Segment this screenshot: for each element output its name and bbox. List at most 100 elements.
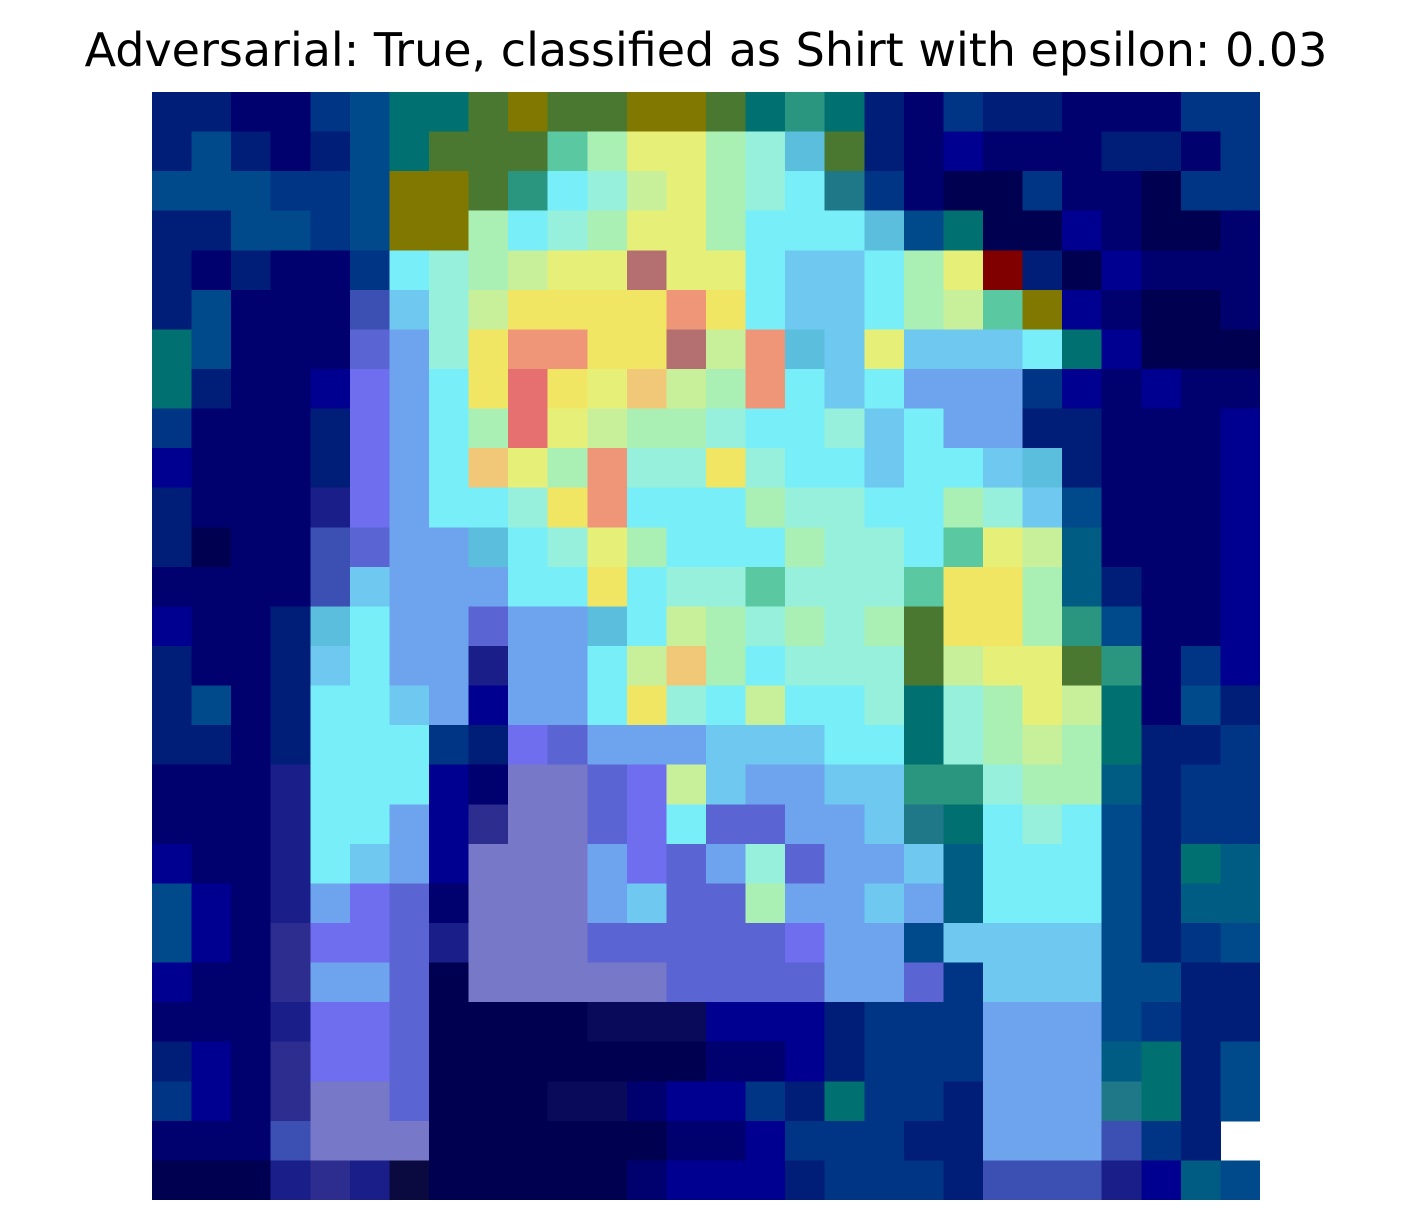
heatmap-cell bbox=[903, 923, 945, 964]
heatmap-cell bbox=[1062, 883, 1103, 924]
heatmap-cell bbox=[349, 171, 391, 212]
heatmap-cell bbox=[1180, 1002, 1222, 1043]
heatmap-cell bbox=[1220, 210, 1260, 251]
heatmap-cell bbox=[389, 448, 430, 489]
heatmap-cell bbox=[349, 685, 391, 726]
heatmap-cell bbox=[429, 131, 470, 172]
heatmap-cell bbox=[706, 408, 747, 449]
heatmap-cell bbox=[1062, 804, 1103, 845]
heatmap-cell bbox=[1022, 1120, 1063, 1162]
heatmap-cell bbox=[666, 1002, 707, 1043]
heatmap-cell bbox=[1022, 1160, 1063, 1200]
heatmap-cell bbox=[1101, 646, 1142, 687]
heatmap-cell bbox=[745, 923, 786, 964]
heatmap-cell bbox=[943, 92, 984, 133]
heatmap-cell bbox=[349, 843, 391, 885]
heatmap-cell bbox=[1101, 210, 1142, 251]
heatmap-cell bbox=[626, 250, 668, 291]
heatmap-cell bbox=[191, 1002, 232, 1043]
heatmap-cell bbox=[547, 725, 588, 766]
heatmap-cell bbox=[706, 1160, 747, 1200]
heatmap-cell bbox=[1180, 646, 1222, 687]
heatmap-cell bbox=[706, 1041, 747, 1082]
heatmap-cell bbox=[231, 923, 272, 964]
heatmap-cell bbox=[666, 92, 707, 133]
heatmap-cell bbox=[666, 883, 707, 924]
heatmap-cell bbox=[1022, 962, 1063, 1003]
heatmap-cell bbox=[943, 131, 984, 172]
heatmap-cell bbox=[310, 883, 351, 924]
heatmap-cell bbox=[1220, 685, 1260, 726]
heatmap-cell bbox=[349, 289, 391, 331]
heatmap-cell bbox=[864, 843, 905, 885]
heatmap-cell bbox=[745, 487, 786, 528]
heatmap-cell bbox=[943, 408, 984, 449]
heatmap-cell bbox=[1220, 329, 1260, 370]
heatmap-cell bbox=[864, 448, 905, 489]
heatmap-cell bbox=[191, 369, 232, 410]
heatmap-cell bbox=[389, 487, 430, 528]
heatmap-cell bbox=[785, 685, 826, 726]
heatmap-cell bbox=[310, 725, 351, 766]
heatmap-cell bbox=[1022, 923, 1063, 964]
heatmap-cell bbox=[745, 566, 786, 608]
heatmap-cell bbox=[231, 1081, 272, 1122]
heatmap-cell bbox=[231, 646, 272, 687]
heatmap-cell bbox=[903, 962, 945, 1003]
heatmap-cell bbox=[943, 764, 984, 805]
heatmap-cell bbox=[1180, 527, 1222, 568]
heatmap-cell bbox=[626, 210, 668, 251]
heatmap-cell bbox=[1180, 369, 1222, 410]
heatmap-cell bbox=[1062, 1160, 1103, 1200]
heatmap-cell bbox=[1062, 1041, 1103, 1082]
heatmap-cell bbox=[943, 289, 984, 331]
heatmap-cell bbox=[310, 1041, 351, 1082]
heatmap-cell bbox=[903, 1081, 945, 1122]
heatmap-cell bbox=[508, 962, 549, 1003]
heatmap-cell bbox=[1101, 250, 1142, 291]
heatmap-cell bbox=[1220, 92, 1260, 133]
heatmap-cell bbox=[468, 369, 509, 410]
heatmap-cell bbox=[903, 646, 945, 687]
heatmap-cell bbox=[666, 1160, 707, 1200]
heatmap-cell bbox=[231, 566, 272, 608]
heatmap-cell bbox=[626, 962, 668, 1003]
heatmap-cell bbox=[1220, 646, 1260, 687]
heatmap-cell bbox=[626, 804, 668, 845]
heatmap-cell bbox=[231, 250, 272, 291]
heatmap-cell bbox=[1180, 329, 1222, 370]
heatmap-cell bbox=[824, 764, 865, 805]
heatmap-cell bbox=[903, 171, 945, 212]
heatmap-cell bbox=[468, 1160, 509, 1200]
heatmap-cell bbox=[468, 1081, 509, 1122]
heatmap-cell bbox=[1062, 685, 1103, 726]
heatmap-cell bbox=[389, 92, 430, 133]
heatmap-cell bbox=[1101, 725, 1142, 766]
heatmap-cell bbox=[468, 566, 509, 608]
heatmap-cell bbox=[468, 962, 509, 1003]
heatmap-cell bbox=[1141, 131, 1182, 172]
heatmap-cell bbox=[745, 606, 786, 647]
heatmap-cell bbox=[1141, 487, 1182, 528]
heatmap-cell bbox=[1141, 606, 1182, 647]
heatmap-cell bbox=[824, 487, 865, 528]
heatmap-cell bbox=[824, 131, 865, 172]
heatmap-cell bbox=[666, 646, 707, 687]
heatmap-cell bbox=[429, 1120, 470, 1162]
heatmap-cell bbox=[429, 250, 470, 291]
heatmap-cell bbox=[1220, 487, 1260, 528]
heatmap-cell bbox=[547, 171, 588, 212]
heatmap-cell bbox=[785, 764, 826, 805]
heatmap-cell bbox=[983, 289, 1024, 331]
heatmap-cell bbox=[587, 408, 628, 449]
heatmap-cell bbox=[1062, 210, 1103, 251]
heatmap-cell bbox=[903, 1120, 945, 1162]
heatmap-cell bbox=[824, 250, 865, 291]
heatmap-cell bbox=[587, 329, 628, 370]
heatmap-cell bbox=[706, 171, 747, 212]
heatmap-cell bbox=[231, 843, 272, 885]
heatmap-cell bbox=[983, 408, 1024, 449]
heatmap-cell bbox=[1101, 883, 1142, 924]
heatmap-cell bbox=[903, 883, 945, 924]
heatmap-cell bbox=[508, 408, 549, 449]
